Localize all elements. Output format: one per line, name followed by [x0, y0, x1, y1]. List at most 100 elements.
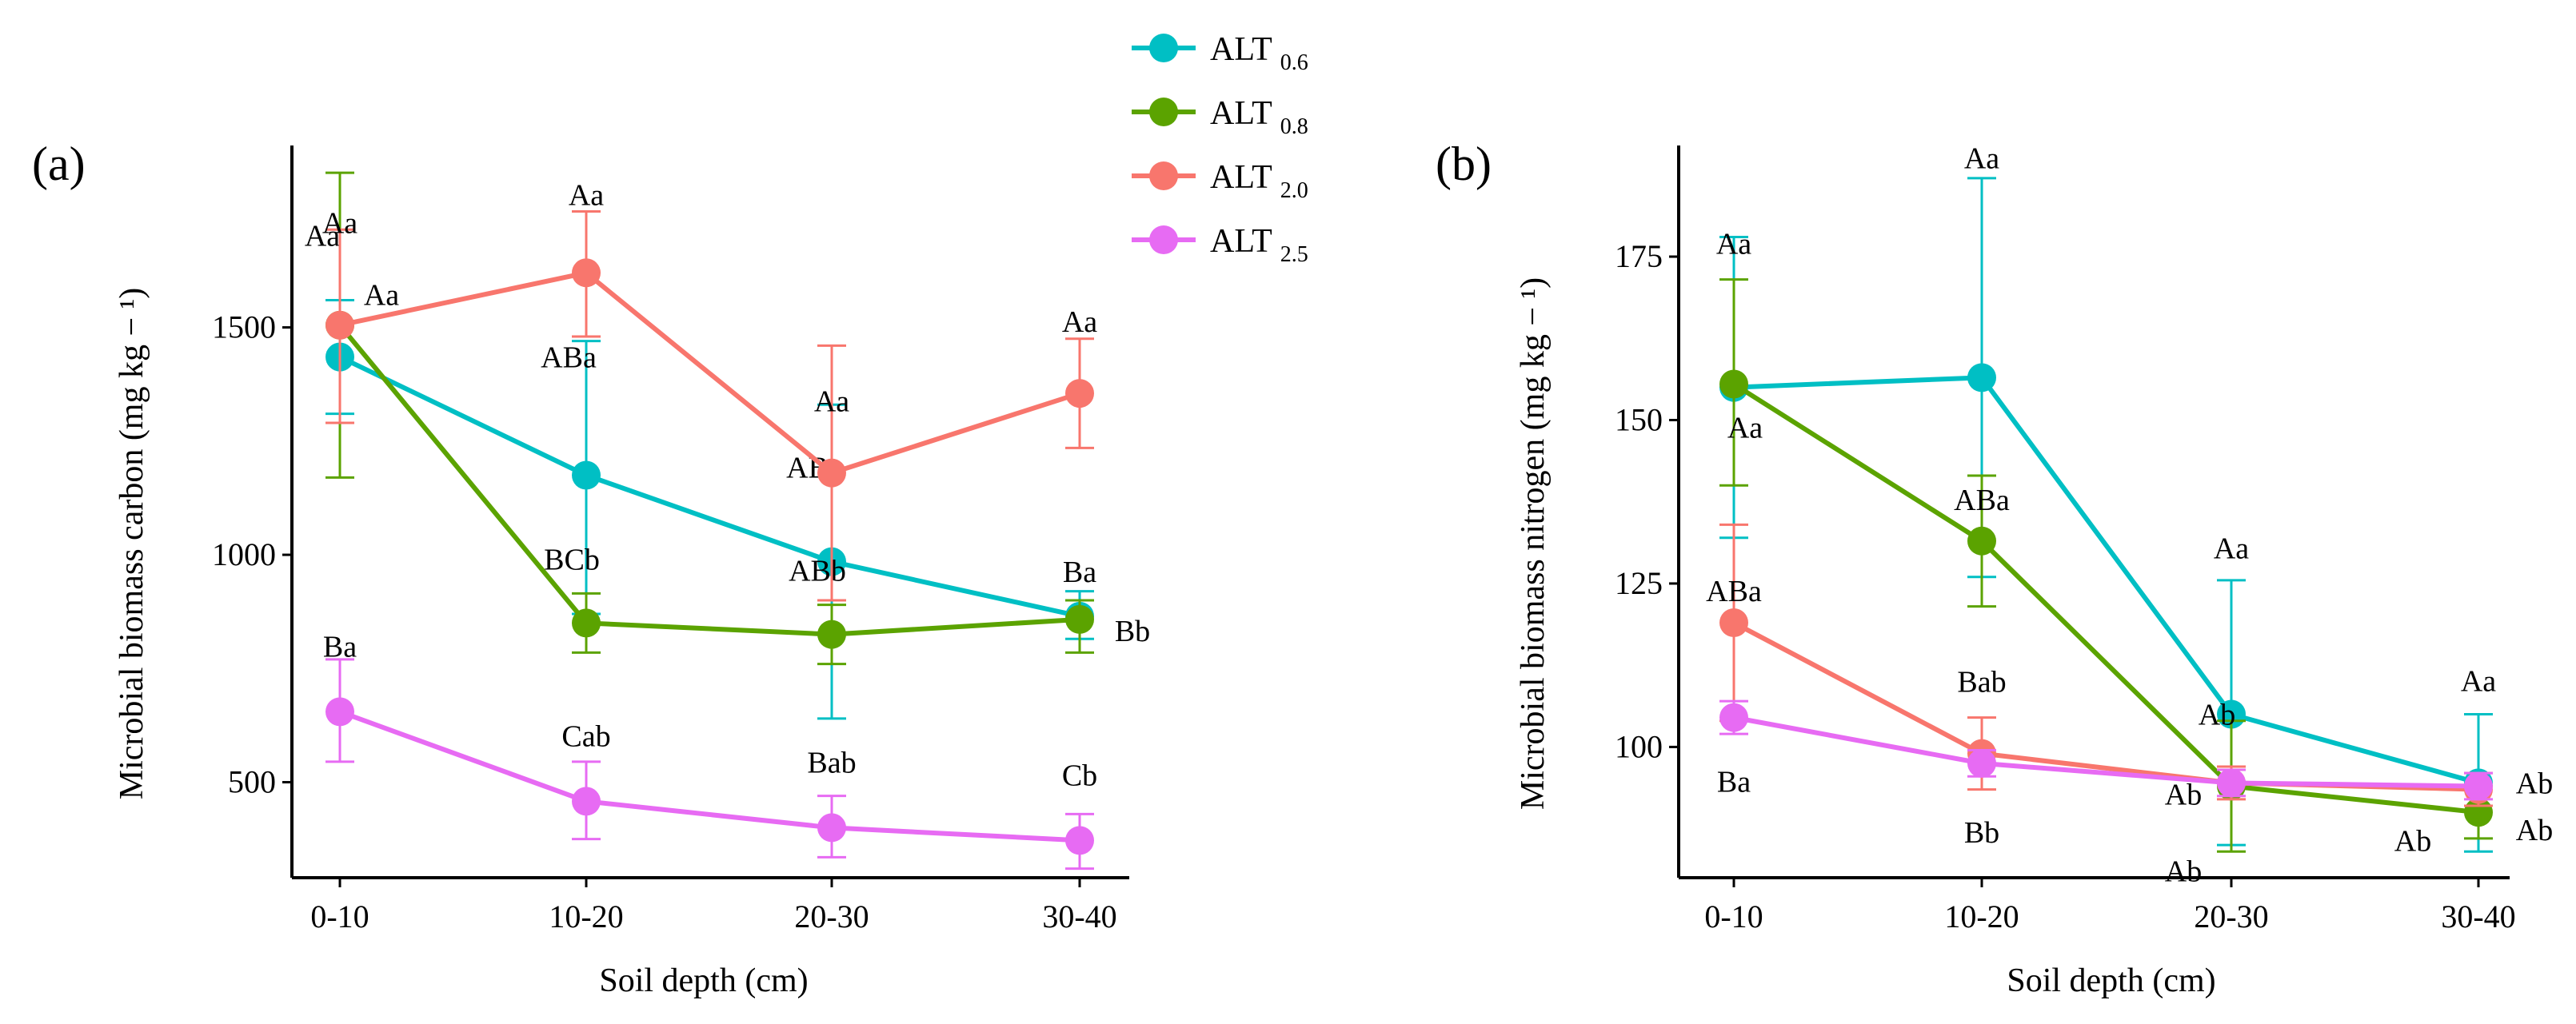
- significance-label: Bb: [1115, 615, 1150, 648]
- x-axis-title-a: Soil depth (cm): [599, 962, 808, 999]
- x-tick-label: 0-10: [310, 898, 369, 934]
- data-point: [325, 310, 354, 340]
- significance-label: Aa: [1727, 412, 1763, 445]
- panel-label-a: (a): [32, 137, 86, 190]
- data-point: [1065, 604, 1094, 634]
- legend-entry-alt-2-0: ALT 2.0: [1132, 159, 1308, 203]
- data-point: [2464, 771, 2493, 801]
- significance-label: Aa: [1716, 228, 1751, 261]
- series-line: [339, 270, 1080, 476]
- x-tick-label: 30-40: [2441, 898, 2515, 934]
- significance-label: Ab: [2516, 767, 2553, 801]
- data-point: [1065, 826, 1094, 855]
- data-point: [1967, 526, 1996, 556]
- significance-label: Ba: [1717, 766, 1751, 799]
- y-tick-label: 500: [228, 764, 276, 800]
- legend-label-alt-2-0: ALT: [1210, 159, 1272, 196]
- data-point: [1065, 379, 1094, 408]
- series-line: [337, 323, 1080, 637]
- significance-label: BCb: [544, 543, 600, 576]
- significance-label: Aa: [364, 279, 399, 313]
- legend-subscript-alt-2-5: 2.5: [1280, 242, 1308, 267]
- significance-label: Bb: [1964, 816, 1999, 850]
- legend-marker: [1149, 225, 1178, 254]
- series-line: [1733, 715, 2479, 789]
- series-alt-2-5: Ba Bb Ab Ab: [1717, 699, 2493, 888]
- significance-label: Aa: [1062, 305, 1097, 339]
- y-tick-label: 175: [1615, 238, 1663, 274]
- panel-label-b: (b): [1436, 137, 1492, 190]
- x-tick-label: 20-30: [2194, 898, 2268, 934]
- legend-entry-alt-0-8: ALT 0.8: [1132, 95, 1308, 139]
- x-tick-label: 30-40: [1042, 898, 1116, 934]
- x-tick-label: 10-20: [549, 898, 623, 934]
- legend-marker: [1149, 34, 1178, 62]
- significance-label: Cab: [561, 719, 610, 753]
- significance-label: Aa: [2461, 664, 2496, 698]
- series-line: [338, 354, 1080, 619]
- data-point: [1719, 369, 1748, 399]
- series-alt-0-8: Aa BCb ABb Bb: [325, 171, 1150, 666]
- y-axis-title-a: Microbial biomass carbon (mg kg − ¹): [114, 288, 150, 799]
- significance-label: Bab: [807, 746, 856, 779]
- significance-label: Aa: [305, 220, 340, 253]
- significance-label: ABa: [1706, 575, 1762, 608]
- y-axis-title-b: Microbial biomass nitrogen (mg kg − ¹): [1515, 277, 1552, 810]
- legend-subscript-alt-2-0: 2.0: [1280, 178, 1308, 203]
- x-tick-label: 0-10: [1704, 898, 1763, 934]
- data-point: [572, 258, 601, 288]
- data-point: [572, 608, 601, 638]
- data-point: [2217, 768, 2246, 798]
- significance-label: Aa: [814, 385, 849, 419]
- legend-entry-alt-2-5: ALT 2.5: [1132, 223, 1308, 267]
- data-point: [572, 460, 601, 490]
- significance-label: Ab: [2165, 855, 2202, 888]
- data-point: [1719, 703, 1748, 732]
- data-point: [325, 697, 354, 727]
- series-alt-0-8: Aa ABa Ab Ab: [1719, 278, 2553, 853]
- significance-label: ABb: [789, 555, 846, 588]
- legend: ALT 0.6 ALT 0.8 ALT 2.0 ALT 2.5: [1132, 31, 1308, 267]
- legend-label-alt-0-6: ALT: [1210, 31, 1272, 68]
- significance-label: Bab: [1957, 666, 2006, 699]
- data-point: [817, 458, 846, 488]
- y-tick-label: 125: [1615, 565, 1663, 601]
- series-alt-2-0: Aa Aa Aa Aa: [322, 178, 1097, 602]
- data-point: [817, 620, 846, 649]
- significance-label: Ab: [2199, 699, 2235, 732]
- legend-label-alt-2-5: ALT: [1210, 223, 1272, 260]
- significance-label: Aa: [322, 207, 357, 241]
- legend-subscript-alt-0-6: 0.6: [1280, 50, 1308, 75]
- data-point: [817, 813, 846, 843]
- chart-panel-a: (a) Microbial biomass carbon (mg kg − ¹)…: [32, 137, 1150, 999]
- significance-label: Aa: [1964, 141, 1999, 175]
- significance-label: Ba: [1063, 556, 1096, 589]
- legend-entry-alt-0-6: ALT 0.6: [1132, 31, 1308, 75]
- data-point: [572, 787, 601, 816]
- x-axis-title-b: Soil depth (cm): [2007, 962, 2215, 999]
- significance-label: ABa: [541, 341, 597, 374]
- y-tick-label: 150: [1615, 402, 1663, 438]
- series-line: [1733, 375, 2479, 786]
- significance-label: Ba: [323, 630, 357, 663]
- x-tick-label: 20-30: [794, 898, 869, 934]
- significance-label: Aa: [2214, 532, 2249, 566]
- significance-label: Ab: [2394, 825, 2431, 859]
- legend-marker: [1149, 98, 1178, 126]
- legend-marker: [1149, 161, 1178, 190]
- data-point: [1719, 608, 1748, 638]
- legend-subscript-alt-0-8: 0.8: [1280, 114, 1308, 139]
- data-point: [1967, 748, 1996, 778]
- series-alt-2-5: Ba Cab Bab Cb: [323, 630, 1097, 871]
- x-tick-label: 10-20: [1944, 898, 2019, 934]
- significance-label: Cb: [1062, 759, 1097, 792]
- series-line: [1732, 381, 2479, 815]
- significance-label: Ab: [2165, 778, 2202, 811]
